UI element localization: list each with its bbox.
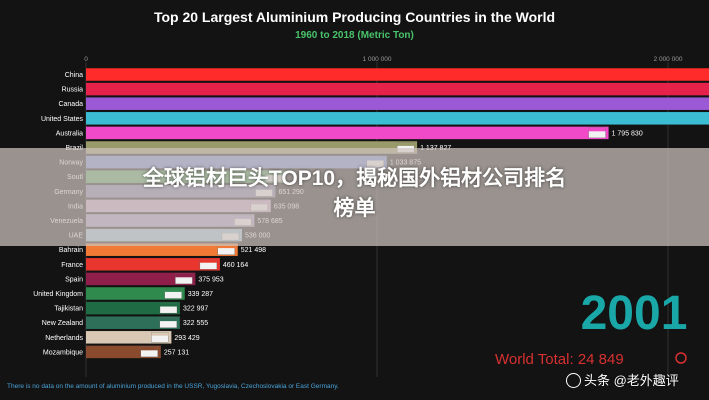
headline-text: 全球铝材巨头TOP10，揭秘国外铝材公司排名 榜单	[64, 164, 645, 224]
chart-subtitle: 1960 to 2018 (Metric Ton)	[295, 30, 414, 41]
bar	[86, 82, 709, 96]
value-label: 375 953	[198, 276, 223, 283]
bar	[86, 258, 220, 271]
world-total: World Total: 24 849	[495, 351, 624, 368]
world-total-label: World Total: 24 849	[495, 351, 624, 368]
flag-stripe	[588, 127, 606, 132]
flag-stripe	[140, 346, 158, 351]
watermark-text: 头条 @老外趣评	[584, 373, 679, 388]
value-label: 460 164	[223, 262, 248, 269]
bar	[86, 301, 180, 315]
flag-stripe	[397, 142, 415, 146]
watermark-logo-icon	[566, 373, 581, 388]
flag-stripe	[151, 332, 169, 336]
category-label: Netherlands	[45, 335, 83, 342]
x-tick-label: 2 000 000	[654, 56, 683, 63]
flag-stripe	[159, 303, 177, 307]
category-label: Australia	[56, 130, 83, 137]
value-label: 257 131	[164, 349, 189, 356]
category-label: Russia	[62, 87, 84, 94]
bar	[86, 243, 238, 256]
category-label: New Zealand	[42, 320, 83, 327]
flag-stripe	[159, 317, 177, 322]
bar	[86, 126, 609, 140]
x-tick-label: 0	[84, 56, 88, 63]
bar	[86, 112, 709, 125]
bar	[86, 316, 180, 329]
flag-stripe	[217, 244, 235, 249]
category-label: United States	[41, 116, 84, 123]
bar	[86, 331, 172, 344]
headline-line-2: 榜单	[333, 197, 376, 220]
value-label: 1 795 830	[612, 130, 643, 137]
bar	[86, 287, 185, 300]
category-label: Canada	[58, 101, 83, 108]
category-label: France	[61, 262, 83, 269]
category-label: Bahrain	[59, 247, 83, 254]
headline-overlay	[0, 148, 709, 246]
chart-title: Top 20 Largest Aluminium Producing Count…	[153, 9, 556, 25]
chart-footnote: There is no data on the amount of alumin…	[7, 383, 339, 390]
category-label: China	[65, 72, 83, 79]
flag-stripe	[199, 259, 217, 263]
flag-stripe	[175, 273, 193, 278]
headline-line-1: 全球铝材巨头TOP10，揭秘国外铝材公司排名	[142, 167, 567, 190]
value-label: 322 997	[183, 306, 208, 313]
flag-stripe	[164, 288, 182, 292]
category-label: United Kingdom	[33, 291, 83, 298]
value-label: 521 498	[241, 247, 266, 254]
bar	[86, 68, 709, 81]
category-label: Mozambique	[43, 349, 83, 356]
year-label: 2001	[580, 287, 688, 340]
value-label: 293 429	[174, 335, 199, 342]
timer-icon	[675, 352, 687, 364]
x-tick-label: 1 000 000	[363, 56, 392, 63]
category-label: Tajikistan	[54, 306, 83, 313]
bar	[86, 97, 709, 110]
value-label: 322 555	[183, 320, 208, 327]
value-label: 339 287	[188, 291, 213, 298]
watermark: 头条 @老外趣评	[566, 370, 679, 389]
bar	[86, 272, 196, 286]
category-label: Spain	[65, 276, 83, 283]
